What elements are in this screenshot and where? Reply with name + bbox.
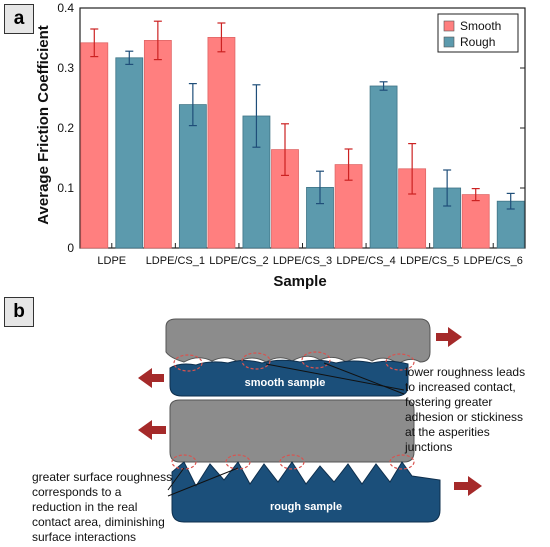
- bar-rough: [369, 85, 398, 249]
- x-axis-label: Sample: [273, 273, 326, 290]
- panel-label-b: b: [4, 297, 34, 327]
- contact-circle-7: [279, 454, 305, 470]
- contact-circle-1: [173, 354, 203, 372]
- bar-smooth: [207, 37, 236, 249]
- rough-sample-block: [171, 461, 441, 523]
- middle-gray-block: [169, 399, 415, 463]
- bar-rough: [115, 57, 144, 249]
- legend-label-smooth: Smooth: [460, 19, 501, 33]
- bar-smooth: [80, 42, 109, 249]
- x-tick-label: LDPE/CS_4: [336, 255, 395, 267]
- contact-circle-6: [225, 454, 251, 470]
- contact-circle-3: [301, 351, 331, 369]
- arrow-left-smooth: [138, 368, 164, 388]
- arrow-right-top: [436, 327, 462, 347]
- panel-label-a: a: [4, 4, 34, 34]
- surface-contact-diagram: smooth sample rough sample: [138, 318, 482, 523]
- legend-swatch-smooth: [443, 20, 455, 32]
- x-tick-label: LDPE/CS_1: [146, 255, 205, 267]
- rough-sample-label: rough sample: [270, 501, 342, 513]
- x-tick-label: LDPE/CS_6: [464, 255, 523, 267]
- y-tick-label: 0.1: [57, 181, 74, 195]
- x-tick-label: LDPE/CS_3: [273, 255, 332, 267]
- callout-line-3: [167, 467, 185, 491]
- x-tick-label: LDPE: [97, 255, 126, 267]
- friction-bar-chart: Average Friction Coefficient Sample 0 0.1…: [35, 1, 526, 290]
- legend-label-rough: Rough: [460, 35, 495, 49]
- legend-swatch-rough: [443, 36, 455, 48]
- smooth-sample-label: smooth sample: [245, 377, 326, 389]
- bar-smooth: [143, 40, 172, 249]
- bar-smooth: [461, 194, 490, 249]
- y-tick-label: 0.3: [57, 61, 74, 75]
- arrow-right-bottom: [454, 476, 482, 496]
- y-tick-label: 0.4: [57, 1, 74, 15]
- top-gray-block: [165, 318, 431, 365]
- note-left: greater surface roughness corresponds to…: [32, 470, 173, 544]
- contact-circle-5: [171, 454, 197, 470]
- contact-circle-8: [389, 454, 415, 470]
- y-tick-label: 0.2: [57, 121, 74, 135]
- callout-line-2: [323, 362, 405, 395]
- y-tick-label: 0: [67, 241, 74, 255]
- callout-line-1: [265, 363, 405, 391]
- note-right: lower roughness leads to increased conta…: [405, 365, 526, 454]
- smooth-sample-block: [169, 359, 409, 397]
- arrow-left-rough: [138, 420, 166, 440]
- contact-circle-2: [241, 352, 271, 370]
- contact-circle-4: [385, 353, 415, 371]
- x-tick-label: LDPE/CS_5: [400, 255, 459, 267]
- bar-rough: [178, 104, 207, 249]
- bar-rough: [306, 186, 334, 249]
- callout-line-4: [167, 467, 239, 497]
- y-axis-label: Average Friction Coefficient: [35, 25, 52, 224]
- x-tick-label: LDPE/CS_2: [209, 255, 268, 267]
